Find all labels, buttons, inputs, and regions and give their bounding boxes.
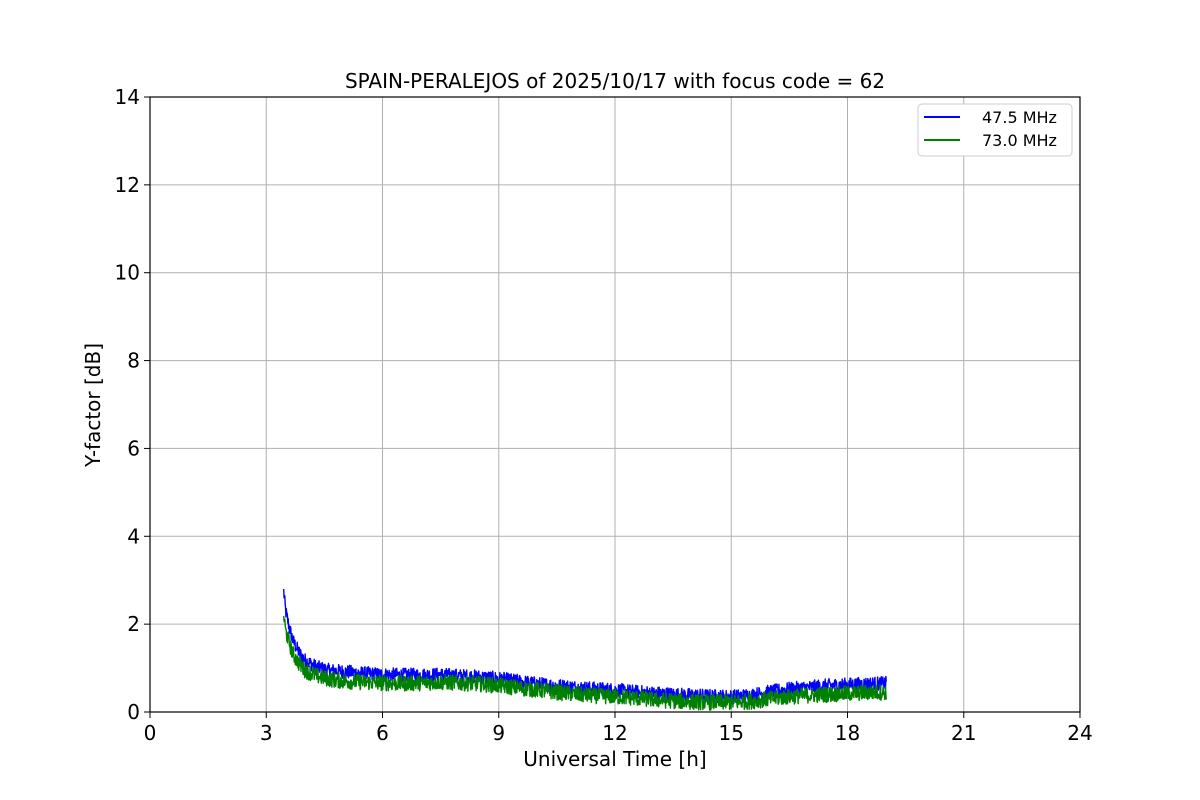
y-tick-label: 2 [127,612,140,636]
y-tick-label: 10 [115,261,140,285]
legend-label-0: 47.5 MHz [982,108,1057,127]
x-tick-label: 18 [835,721,860,745]
x-tick-label: 6 [376,721,389,745]
x-tick-label: 15 [719,721,744,745]
x-tick-label: 24 [1067,721,1092,745]
chart-title: SPAIN-PERALEJOS of 2025/10/17 with focus… [345,69,885,93]
y-tick-label: 0 [127,700,140,724]
series-layer [282,588,887,711]
y-tick-label: 6 [127,436,140,460]
x-tick-label: 12 [602,721,627,745]
x-tick-label: 9 [492,721,505,745]
y-tick-label: 4 [127,524,140,548]
series-line-1 [282,615,887,711]
x-tick-label: 21 [951,721,976,745]
x-axis-title: Universal Time [h] [523,747,706,771]
y-tick-label: 14 [115,85,140,109]
y-tick-label: 8 [127,349,140,373]
y-tick-label: 12 [115,173,140,197]
x-tick-label: 3 [260,721,273,745]
legend: 47.5 MHz 73.0 MHz [917,103,1073,157]
y-axis-title: Y-factor [dB] [81,343,105,468]
legend-label-1: 73.0 MHz [982,131,1057,150]
x-tick-label: 0 [144,721,157,745]
